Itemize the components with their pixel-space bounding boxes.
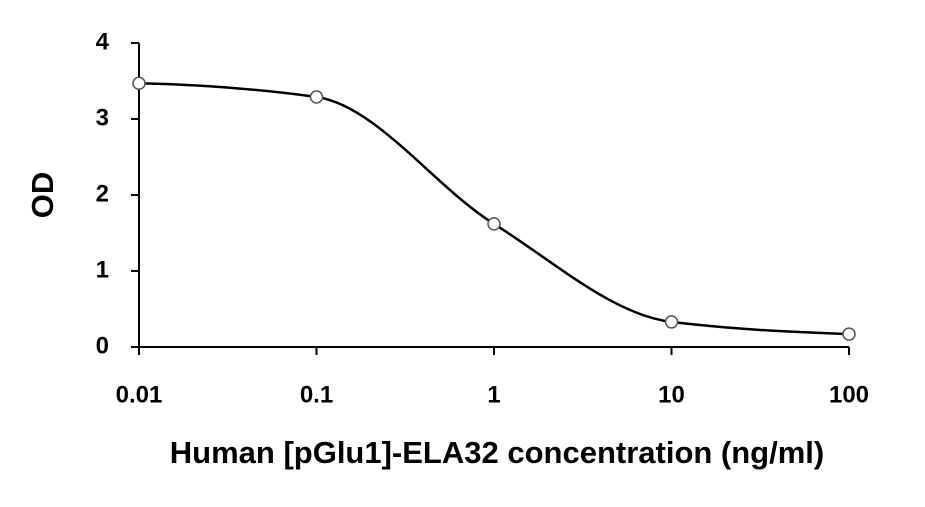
fit-curve <box>138 82 850 336</box>
data-point <box>842 327 856 341</box>
x-tick-label: 1 <box>487 381 500 408</box>
y-tick-label: 0 <box>96 332 109 359</box>
y-tick-label: 2 <box>96 180 109 207</box>
y-tick-label: 1 <box>96 256 109 283</box>
x-tick-label: 100 <box>829 381 869 408</box>
y-tick-label: 4 <box>96 28 110 55</box>
y-tick-label: 3 <box>96 104 109 131</box>
x-tick-label: 10 <box>658 381 685 408</box>
x-tick-label: 0.1 <box>300 381 333 408</box>
y-axis-title: OD <box>25 172 60 219</box>
data-point <box>664 315 679 329</box>
x-axis-title: Human [pGlu1]-ELA32 concentration (ng/ml… <box>170 435 824 470</box>
data-point <box>309 90 324 104</box>
data-point <box>487 217 501 231</box>
x-tick-label: 0.01 <box>116 381 163 408</box>
data-point <box>132 76 146 91</box>
